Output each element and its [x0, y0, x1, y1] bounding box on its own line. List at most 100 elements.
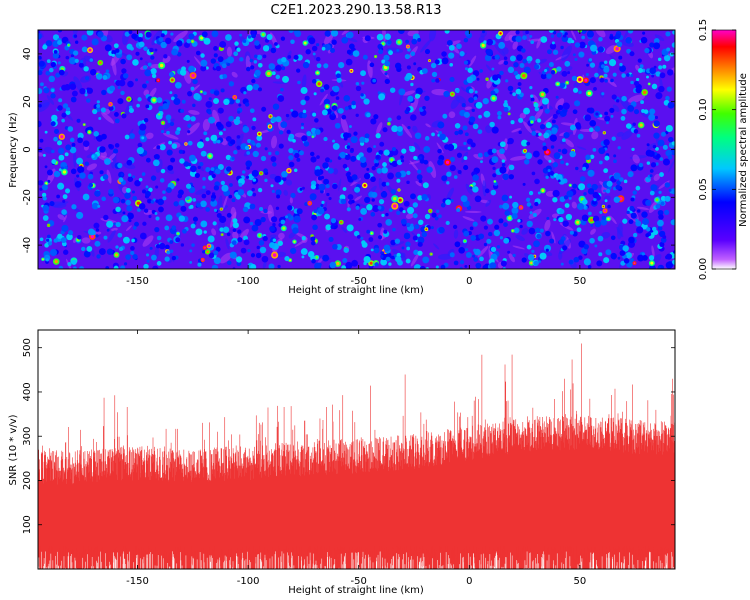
- spectral-blob: [310, 236, 316, 242]
- spectral-blob: [57, 40, 63, 46]
- spectral-blob: [162, 103, 169, 110]
- spectral-blob: [96, 104, 101, 108]
- spectral-blob: [254, 69, 261, 77]
- spectral-blob: [477, 152, 483, 158]
- snr-ylabel: SNR (10 * v/v): [8, 414, 19, 485]
- spectral-blob: [668, 188, 672, 192]
- spectral-peak: [576, 220, 580, 224]
- spectral-blob: [574, 100, 581, 107]
- spectral-blob: [170, 96, 175, 101]
- spectral-blob: [38, 70, 43, 76]
- spectral-blob: [256, 54, 263, 61]
- spectral-blob: [241, 170, 246, 174]
- spectral-blob: [330, 225, 335, 229]
- spectral-blob: [86, 30, 94, 36]
- spectral-blob: [541, 97, 549, 105]
- spectral-blob: [589, 62, 596, 68]
- spectral-blob: [657, 209, 664, 216]
- spectral-blob: [523, 66, 531, 74]
- spectral-blob: [550, 172, 554, 176]
- spectral-blob: [219, 40, 227, 48]
- spectral-blob: [222, 226, 230, 233]
- spectral-blob: [562, 102, 570, 110]
- spectral-blob: [251, 224, 259, 232]
- spectral-blob: [45, 258, 49, 262]
- spectral-blob: [626, 73, 630, 77]
- spectral-blob: [463, 156, 468, 160]
- spectral-blob: [81, 46, 88, 53]
- spectral-blob: [649, 174, 653, 178]
- spectral-blob: [211, 30, 219, 38]
- spectral-blob: [174, 81, 182, 89]
- spectral-blob: [238, 103, 242, 107]
- spectral-blob: [598, 147, 606, 155]
- spectral-blob: [62, 194, 68, 200]
- spectral-peak: [390, 158, 394, 162]
- spectral-blob: [245, 160, 253, 168]
- spectral-blob: [320, 88, 325, 93]
- spectral-blob: [564, 32, 568, 36]
- spectral-blob: [665, 130, 669, 135]
- spectral-blob: [439, 133, 446, 141]
- spectral-blob: [443, 90, 450, 98]
- spectral-peak: [350, 69, 353, 72]
- spectral-blob: [115, 221, 121, 228]
- spectral-blob: [441, 175, 448, 182]
- spectral-blob: [86, 87, 93, 94]
- spectral-blob: [114, 118, 120, 124]
- spectral-blob: [360, 207, 368, 215]
- snr-baseline-gaps: [38, 551, 674, 569]
- spectral-blob: [557, 179, 561, 183]
- spectral-blob: [389, 87, 396, 93]
- spectral-blob: [117, 162, 123, 169]
- spectral-blob: [441, 57, 449, 65]
- spectral-streak: [50, 201, 67, 209]
- spectral-blob: [160, 168, 166, 174]
- spectral-blob: [225, 34, 232, 41]
- spectral-blob: [233, 118, 241, 125]
- spectral-blob: [67, 126, 74, 132]
- spectral-streak: [498, 60, 505, 65]
- spectral-blob: [431, 132, 435, 137]
- spectral-blob: [513, 70, 519, 76]
- spectral-blob: [659, 172, 664, 178]
- spectral-blob: [217, 164, 224, 171]
- spectral-blob: [593, 86, 597, 91]
- spectral-blob: [651, 83, 658, 90]
- spectral-streak: [124, 101, 134, 116]
- spectral-blob: [208, 252, 215, 259]
- spectral-blob: [278, 143, 284, 149]
- spectral-blob: [254, 40, 260, 46]
- spectral-blob: [520, 139, 528, 147]
- spectral-blob: [232, 228, 237, 232]
- spectral-blob: [449, 156, 456, 162]
- spectral-blob: [524, 159, 530, 165]
- spectral-blob: [147, 199, 152, 204]
- spectral-blob: [159, 178, 165, 183]
- spectral-blob: [412, 235, 418, 241]
- spectral-blob: [120, 90, 125, 96]
- spectral-peak: [445, 160, 450, 164]
- spectral-blob: [226, 56, 235, 64]
- spectral-blob: [326, 192, 330, 197]
- spectral-blob: [559, 82, 566, 89]
- spectral-blob: [341, 36, 349, 44]
- spectral-blob: [629, 257, 634, 263]
- spectral-blob: [499, 166, 507, 174]
- spectral-blob: [651, 74, 655, 78]
- spectral-blob: [568, 259, 574, 265]
- spectral-blob: [627, 105, 635, 112]
- spectral-blob: [351, 259, 358, 267]
- spectral-blob: [347, 105, 353, 110]
- spectral-blob: [220, 180, 226, 186]
- spectral-streak: [340, 116, 349, 134]
- spectral-blob: [288, 30, 294, 33]
- spectral-streak: [564, 66, 573, 72]
- spectral-blob: [61, 118, 65, 123]
- spectral-blob: [534, 201, 539, 207]
- spectral-blob: [51, 114, 58, 122]
- spectral-blob: [299, 187, 303, 191]
- spectral-blob: [223, 98, 230, 106]
- spectral-peak: [158, 113, 160, 116]
- spectral-blob: [518, 130, 522, 135]
